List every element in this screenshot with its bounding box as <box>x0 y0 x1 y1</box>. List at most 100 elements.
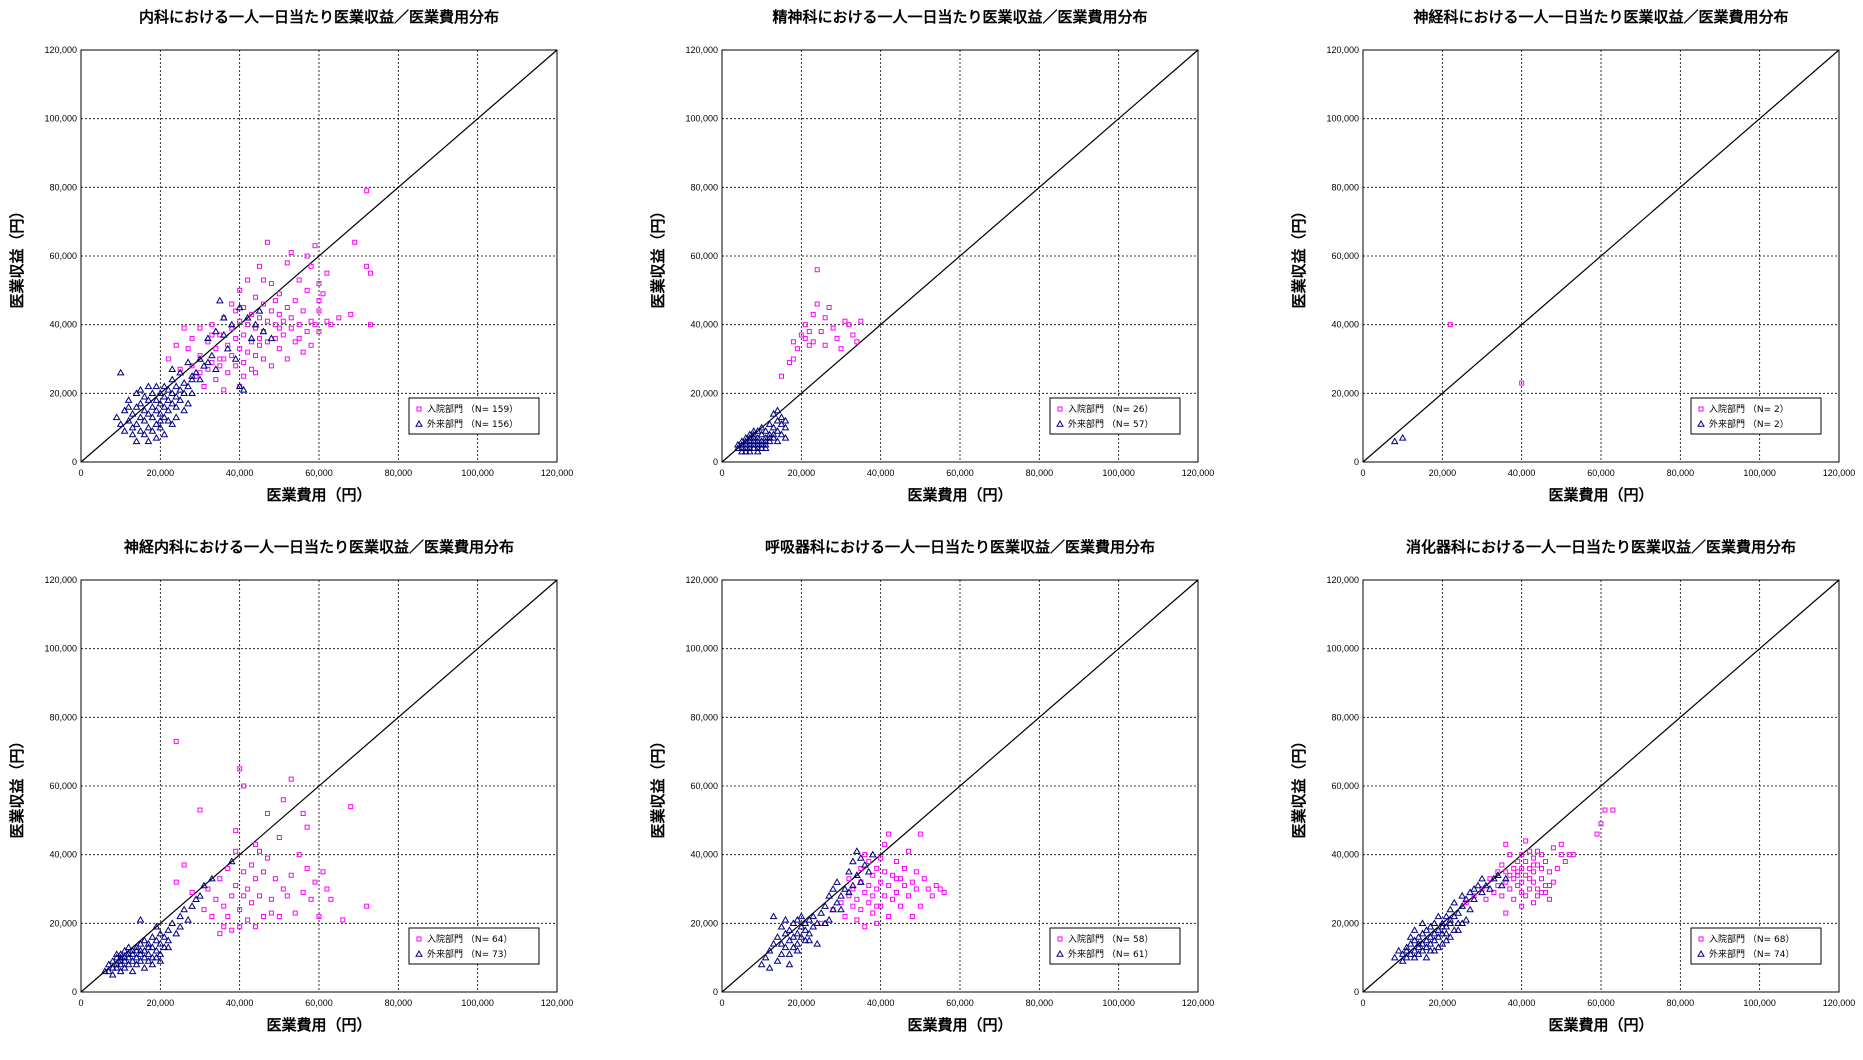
outpatient-point <box>120 946 129 954</box>
outpatient-point <box>164 416 173 424</box>
inpatient-point <box>1554 865 1560 871</box>
outpatient-point <box>1418 919 1427 927</box>
outpatient-point <box>1478 888 1486 896</box>
inpatient-point <box>822 342 828 348</box>
outpatient-point <box>152 946 161 954</box>
inpatient-point <box>1531 900 1537 906</box>
inpatient-point <box>1527 848 1533 854</box>
x-tick-label: 100,000 <box>1743 998 1776 1008</box>
x-tick-label: 60,000 <box>946 998 974 1008</box>
inpatient-point <box>894 876 900 882</box>
legend-label-outpatient: 外来部門 （N= 74） <box>1709 948 1794 960</box>
chart-title: 神経科における一人一日当たり医業収益／医業費用分布 <box>1413 8 1788 26</box>
inpatient-point <box>1542 859 1548 865</box>
inpatient-point <box>177 366 183 372</box>
outpatient-point <box>845 888 853 896</box>
legend: 入院部門 （N= 58） 外来部門 （N= 61） <box>1049 927 1181 965</box>
y-tick-label: 60,000 <box>49 251 77 261</box>
inpatient-point <box>1515 883 1521 889</box>
outpatient-point <box>180 389 188 397</box>
outpatient-point <box>825 891 833 899</box>
outpatient-point <box>773 437 782 445</box>
outpatient-point <box>777 939 786 947</box>
legend: 入院部門 （N= 2） 外来部門 （N= 2） <box>1690 397 1822 435</box>
y-tick-label: 100,000 <box>1326 114 1359 124</box>
inpatient-point <box>1539 889 1544 895</box>
inpatient-series <box>165 188 374 393</box>
inpatient-point <box>1523 893 1529 899</box>
outpatient-point <box>124 953 133 961</box>
inpatient-point <box>1511 896 1517 902</box>
inpatient-point <box>1499 862 1505 868</box>
inpatient-point <box>312 243 318 249</box>
outpatient-point <box>1418 946 1427 954</box>
x-tick-label: 80,000 <box>1667 468 1695 478</box>
inpatient-point <box>257 315 262 321</box>
inpatient-point <box>866 859 872 865</box>
inpatient-point <box>276 835 282 840</box>
y-tick-label: 80,000 <box>1331 182 1359 192</box>
x-tick-label: 40,000 <box>867 468 895 478</box>
y-tick-label: 100,000 <box>685 644 718 654</box>
inpatient-point <box>364 188 370 194</box>
inpatient-point <box>276 325 282 331</box>
outpatient-point <box>156 389 165 397</box>
outpatient-point <box>1402 946 1411 954</box>
outpatient-point <box>753 444 762 451</box>
x-tick-label: 20,000 <box>788 468 816 478</box>
legend-marker-outpatient <box>1697 949 1705 957</box>
outpatient-point <box>128 946 137 954</box>
inpatient-point <box>221 903 227 909</box>
inpatient-point <box>233 363 239 369</box>
outpatient-point <box>148 413 157 421</box>
outpatient-point <box>184 358 192 366</box>
outpatient-point <box>1450 926 1459 933</box>
outpatient-point <box>789 919 798 927</box>
outpatient-point <box>817 909 826 916</box>
outpatient-point <box>749 430 758 438</box>
inpatient-point <box>268 910 274 916</box>
inpatient-point <box>304 329 310 335</box>
y-tick-label: 40,000 <box>49 850 77 860</box>
outpatient-point <box>196 375 204 383</box>
outpatient-point <box>837 891 845 899</box>
inpatient-point <box>249 339 255 345</box>
outpatient-point <box>172 413 181 421</box>
inpatient-point <box>233 308 239 314</box>
legend-box <box>1049 927 1181 965</box>
inpatient-point <box>245 277 251 283</box>
inpatient-point <box>264 855 270 861</box>
x-tick-label: 60,000 <box>1587 998 1615 1008</box>
outpatient-point <box>1422 936 1431 944</box>
inpatient-point <box>173 738 179 744</box>
inpatient-point <box>1602 807 1608 813</box>
outpatient-point <box>140 963 149 971</box>
x-tick-label: 0 <box>719 468 724 478</box>
outpatient-point <box>753 433 762 441</box>
outpatient-point <box>793 939 802 947</box>
outpatient-point <box>208 874 216 882</box>
inpatient-point <box>241 332 247 338</box>
inpatient-point <box>878 855 884 861</box>
x-tick-label: 20,000 <box>147 998 175 1008</box>
chart-title: 呼吸器科における一人一日当たり医業収益／医業費用分布 <box>765 538 1155 556</box>
outpatient-point <box>120 427 129 434</box>
inpatient-point <box>1515 859 1521 865</box>
inpatient-point <box>241 373 247 379</box>
outpatient-point <box>176 368 185 376</box>
outpatient-point <box>100 967 109 975</box>
outpatient-point <box>1434 943 1443 951</box>
outpatient-point <box>813 939 822 947</box>
outpatient-point <box>793 946 802 954</box>
inpatient-point <box>213 896 219 902</box>
outpatient-point <box>192 368 200 376</box>
inpatient-point <box>233 883 239 889</box>
outpatient-point <box>757 960 766 968</box>
outpatient-point <box>745 437 754 445</box>
outpatient-point <box>215 296 224 304</box>
outpatient-point <box>120 963 129 971</box>
y-tick-label: 0 <box>72 457 77 467</box>
inpatient-point <box>300 308 306 314</box>
outpatient-point <box>757 430 766 438</box>
legend-label-inpatient: 入院部門 （N= 2） <box>1709 403 1789 415</box>
